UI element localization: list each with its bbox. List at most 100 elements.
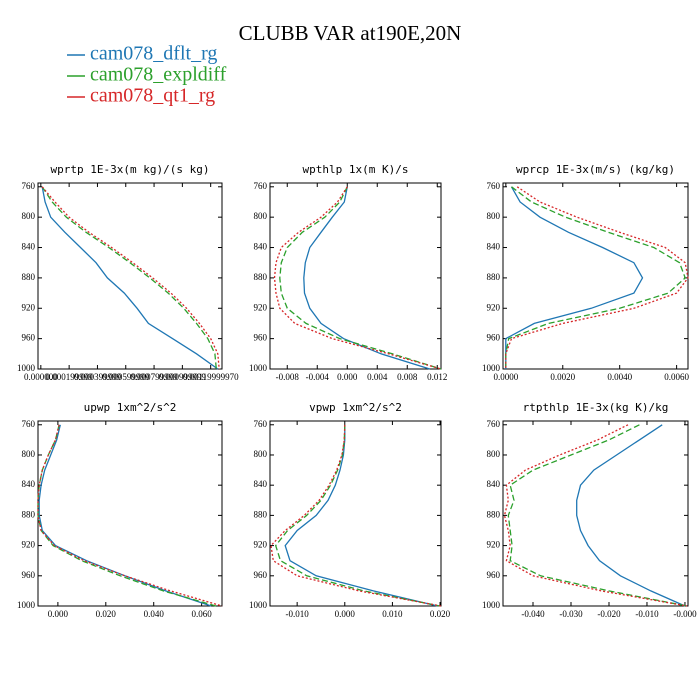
y-tick-label: 960 <box>254 570 268 580</box>
series-line <box>270 424 442 607</box>
y-tick-label: 960 <box>254 333 268 343</box>
y-tick-label: 960 <box>22 333 36 343</box>
y-tick-label: 880 <box>487 509 501 519</box>
x-tick-label: 0.004 <box>367 372 388 382</box>
x-tick-label: -0.010 <box>286 609 310 619</box>
y-tick-label: 760 <box>22 419 36 429</box>
plot-frame <box>502 182 689 370</box>
y-tick-label: 760 <box>254 181 268 191</box>
series-line <box>38 424 212 607</box>
x-tick-label: -0.004 <box>306 372 330 382</box>
legend-label: cam078_expldiff <box>90 64 227 86</box>
series-line <box>37 424 217 607</box>
y-tick-label: 880 <box>254 509 268 519</box>
y-tick-label: 880 <box>254 272 268 282</box>
y-tick-label: 920 <box>254 540 268 550</box>
x-tick-label: 0.000000 <box>24 372 58 382</box>
y-tick-label: 800 <box>487 449 501 459</box>
panel-title: vpwp 1xm^2/s^2 <box>309 401 402 414</box>
panel-title: wpthlp 1x(m K)/s <box>303 163 409 176</box>
y-tick-label: 960 <box>487 333 501 343</box>
x-tick-label: 0.012 <box>427 372 447 382</box>
y-tick-label: 760 <box>487 419 501 429</box>
y-tick-label: 760 <box>254 419 268 429</box>
y-tick-label: 880 <box>487 272 501 282</box>
plot-frame <box>269 182 442 370</box>
y-tick-label: 760 <box>487 181 501 191</box>
x-tick-label: 0.000399999 <box>74 372 122 382</box>
y-tick-label: 800 <box>487 211 501 221</box>
x-tick-label: 0.000799999 <box>130 372 178 382</box>
y-tick-label: 920 <box>254 302 268 312</box>
x-tick-label: -0.010 <box>635 609 659 619</box>
y-tick-label: 800 <box>22 211 36 221</box>
panel-title: wprtp 1E-3x(m kg)/(s kg) <box>51 163 210 176</box>
x-tick-label: 0.060 <box>192 609 213 619</box>
series-line <box>503 424 688 607</box>
x-tick-label: 0.040 <box>144 609 165 619</box>
x-tick-label: 0.000999999 <box>159 372 207 382</box>
series-line <box>41 186 220 370</box>
series-line <box>576 424 686 607</box>
x-tick-label: -0.020 <box>597 609 621 619</box>
series-line <box>507 424 688 607</box>
x-tick-label: -0.008 <box>276 372 300 382</box>
legend-label: cam078_dflt_rg <box>90 43 217 65</box>
legend-label: cam078_qt1_rg <box>90 85 215 107</box>
plot-frame <box>269 420 442 607</box>
x-tick-label: 0.000199999 <box>46 372 94 382</box>
y-tick-label: 1000 <box>249 600 268 610</box>
y-tick-label: 1000 <box>249 363 268 373</box>
x-tick-label: 0.020 <box>96 609 117 619</box>
y-tick-label: 840 <box>22 479 36 489</box>
x-tick-label: 0.000599999 <box>102 372 150 382</box>
y-tick-label: 800 <box>254 211 268 221</box>
figure-title: CLUBB VAR at190E,20N <box>239 21 462 45</box>
series-line <box>41 186 219 370</box>
y-tick-label: 840 <box>487 479 501 489</box>
series-line <box>279 186 442 370</box>
series-line <box>273 186 442 370</box>
y-tick-label: 1000 <box>482 363 501 373</box>
series-line <box>303 186 430 370</box>
y-tick-label: 840 <box>254 479 268 489</box>
y-tick-label: 840 <box>254 242 268 252</box>
series-line <box>37 424 223 607</box>
series-line <box>284 424 438 607</box>
series-line <box>274 424 441 607</box>
panel-title: upwp 1xm^2/s^2 <box>84 401 177 414</box>
x-tick-label: 0.000 <box>337 372 358 382</box>
series-line <box>505 186 644 369</box>
y-tick-label: 920 <box>22 540 36 550</box>
series-line <box>41 186 217 370</box>
panel-title: wprcp 1E-3x(m/s) (kg/kg) <box>516 163 675 176</box>
x-tick-label: 0.0040 <box>607 372 632 382</box>
y-tick-label: 1000 <box>482 600 501 610</box>
y-tick-label: 800 <box>22 449 36 459</box>
series-line <box>505 186 689 369</box>
y-tick-label: 840 <box>22 242 36 252</box>
x-tick-label: 0.000 <box>335 609 356 619</box>
x-tick-label: -0.030 <box>559 609 583 619</box>
y-tick-label: 960 <box>22 570 36 580</box>
y-tick-label: 880 <box>22 272 36 282</box>
plot-frame <box>502 420 689 607</box>
x-tick-label: 0.0020 <box>550 372 575 382</box>
panel-title: rtpthlp 1E-3x(kg K)/kg <box>523 401 669 414</box>
y-tick-label: 1000 <box>17 363 36 373</box>
plot-frame <box>37 182 223 370</box>
y-tick-label: 920 <box>487 302 501 312</box>
y-tick-label: 840 <box>487 242 501 252</box>
y-tick-label: 920 <box>22 302 36 312</box>
x-tick-label: 0.000 <box>48 609 69 619</box>
series-line <box>505 186 686 369</box>
y-tick-label: 800 <box>254 449 268 459</box>
x-tick-label: 0.00119999970 <box>183 372 239 382</box>
y-tick-label: 920 <box>487 540 501 550</box>
x-tick-label: 0.0000 <box>493 372 518 382</box>
y-tick-label: 1000 <box>17 600 36 610</box>
x-tick-label: 0.008 <box>397 372 418 382</box>
x-tick-label: 0.0060 <box>664 372 689 382</box>
y-tick-label: 880 <box>22 509 36 519</box>
